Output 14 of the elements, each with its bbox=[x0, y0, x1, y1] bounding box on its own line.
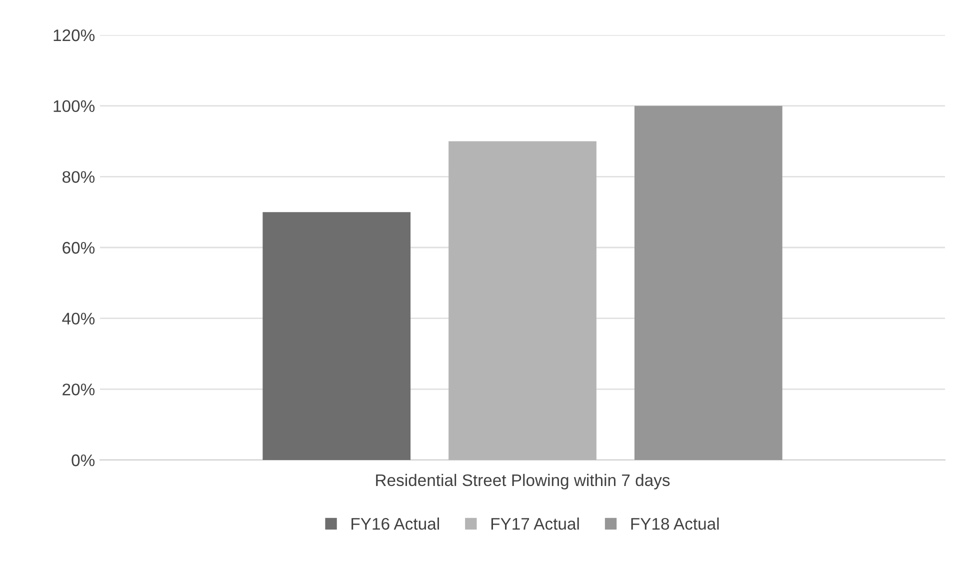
y-tick-label: 120% bbox=[54, 29, 95, 42]
bar bbox=[262, 212, 411, 460]
y-tick-label: 100% bbox=[54, 100, 95, 112]
y-tick-label: 0% bbox=[72, 454, 95, 466]
legend-label: FY17 Actual bbox=[491, 518, 579, 530]
legend-label: FY16 Actual bbox=[352, 518, 439, 530]
y-tick-label: 20% bbox=[62, 384, 95, 396]
bar bbox=[634, 106, 782, 460]
y-tick-label: 60% bbox=[62, 242, 95, 254]
bar bbox=[448, 141, 596, 460]
legend-label: FY18 Actual bbox=[631, 518, 719, 530]
y-tick-label: 40% bbox=[62, 312, 95, 325]
y-tick-label: 80% bbox=[62, 171, 95, 183]
x-tick-label: Residential Street Plowing within 7 days bbox=[376, 474, 670, 490]
